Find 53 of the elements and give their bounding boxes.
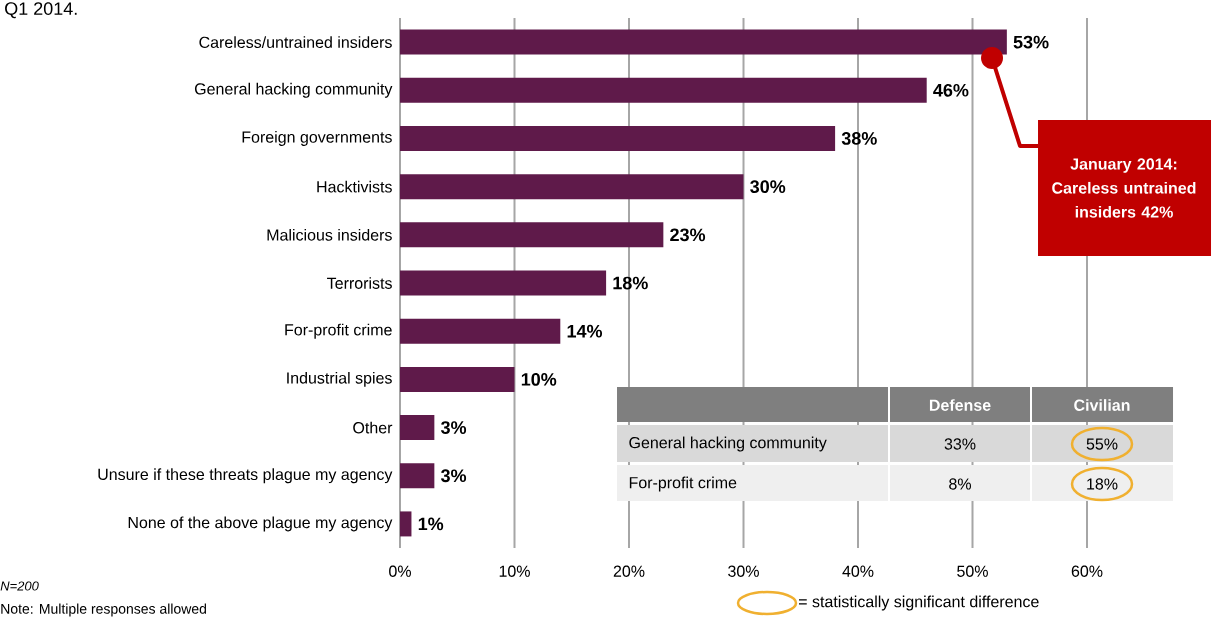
data-label: 23% — [670, 228, 706, 242]
y-tick-label: Other — [353, 421, 393, 434]
y-tick-label: Foreign governments — [242, 131, 392, 146]
text: 18% — [1087, 478, 1118, 490]
y-tick-label: Unsure if these threats plague my agency — [98, 468, 393, 484]
bar — [400, 318, 561, 344]
x-tick-label: 40% — [842, 565, 874, 577]
y-tick-label: Malicious insiders — [267, 228, 392, 241]
y-tick-label: For-profit crime — [285, 323, 392, 339]
text: = statistically significant difference — [798, 595, 1039, 611]
data-label: 10% — [521, 373, 557, 386]
data-label: 1% — [418, 517, 444, 531]
x-tick-label: 10% — [499, 565, 530, 577]
y-tick-label: Hacktivists — [317, 180, 392, 193]
bar — [400, 366, 515, 392]
data-label: 30% — [750, 180, 786, 194]
text: Q1 2014. — [5, 2, 77, 19]
x-tick-label: 0% — [389, 565, 411, 577]
annotation: For-profit crime — [629, 476, 737, 492]
bar — [400, 463, 435, 489]
annotation: General hacking community — [629, 436, 827, 452]
data-label: 53% — [1013, 35, 1049, 49]
bar — [400, 415, 435, 441]
bar — [400, 77, 927, 103]
y-tick-label: Industrial spies — [287, 371, 392, 387]
data-label: 3% — [440, 421, 467, 434]
data-label: 18% — [613, 276, 648, 290]
data-label: 3% — [440, 469, 467, 483]
bar — [400, 174, 744, 200]
y-tick-label: Terrorists — [327, 277, 392, 289]
annotation: Defense — [929, 399, 991, 411]
text: Note: Multiple responses allowed — [1, 603, 206, 617]
bar — [400, 270, 607, 296]
x-tick-label: 60% — [1071, 565, 1103, 577]
bar — [400, 29, 1007, 55]
bar — [400, 125, 836, 151]
x-tick-label: 20% — [613, 565, 645, 577]
annotation: 55% — [1086, 438, 1118, 450]
annotation: 33% — [944, 438, 976, 450]
bar — [400, 222, 664, 248]
y-tick-label: Careless/untrained insiders — [199, 36, 392, 48]
data-label: 38% — [841, 132, 877, 145]
data-label: 14% — [567, 324, 603, 338]
x-tick-label: 30% — [728, 565, 759, 577]
bar — [400, 511, 412, 537]
annotation: January 2014: Careless untrained insiders 42% — [1052, 158, 1196, 218]
annotation: 8% — [949, 478, 972, 490]
x-tick-label: 50% — [957, 565, 988, 577]
y-tick-label: None of the above plague my agency — [128, 516, 393, 532]
text: N=200 — [0, 581, 39, 591]
data-label: 46% — [933, 83, 969, 97]
y-tick-label: General hacking community — [194, 82, 393, 98]
annotation: Civilian — [1074, 399, 1130, 411]
